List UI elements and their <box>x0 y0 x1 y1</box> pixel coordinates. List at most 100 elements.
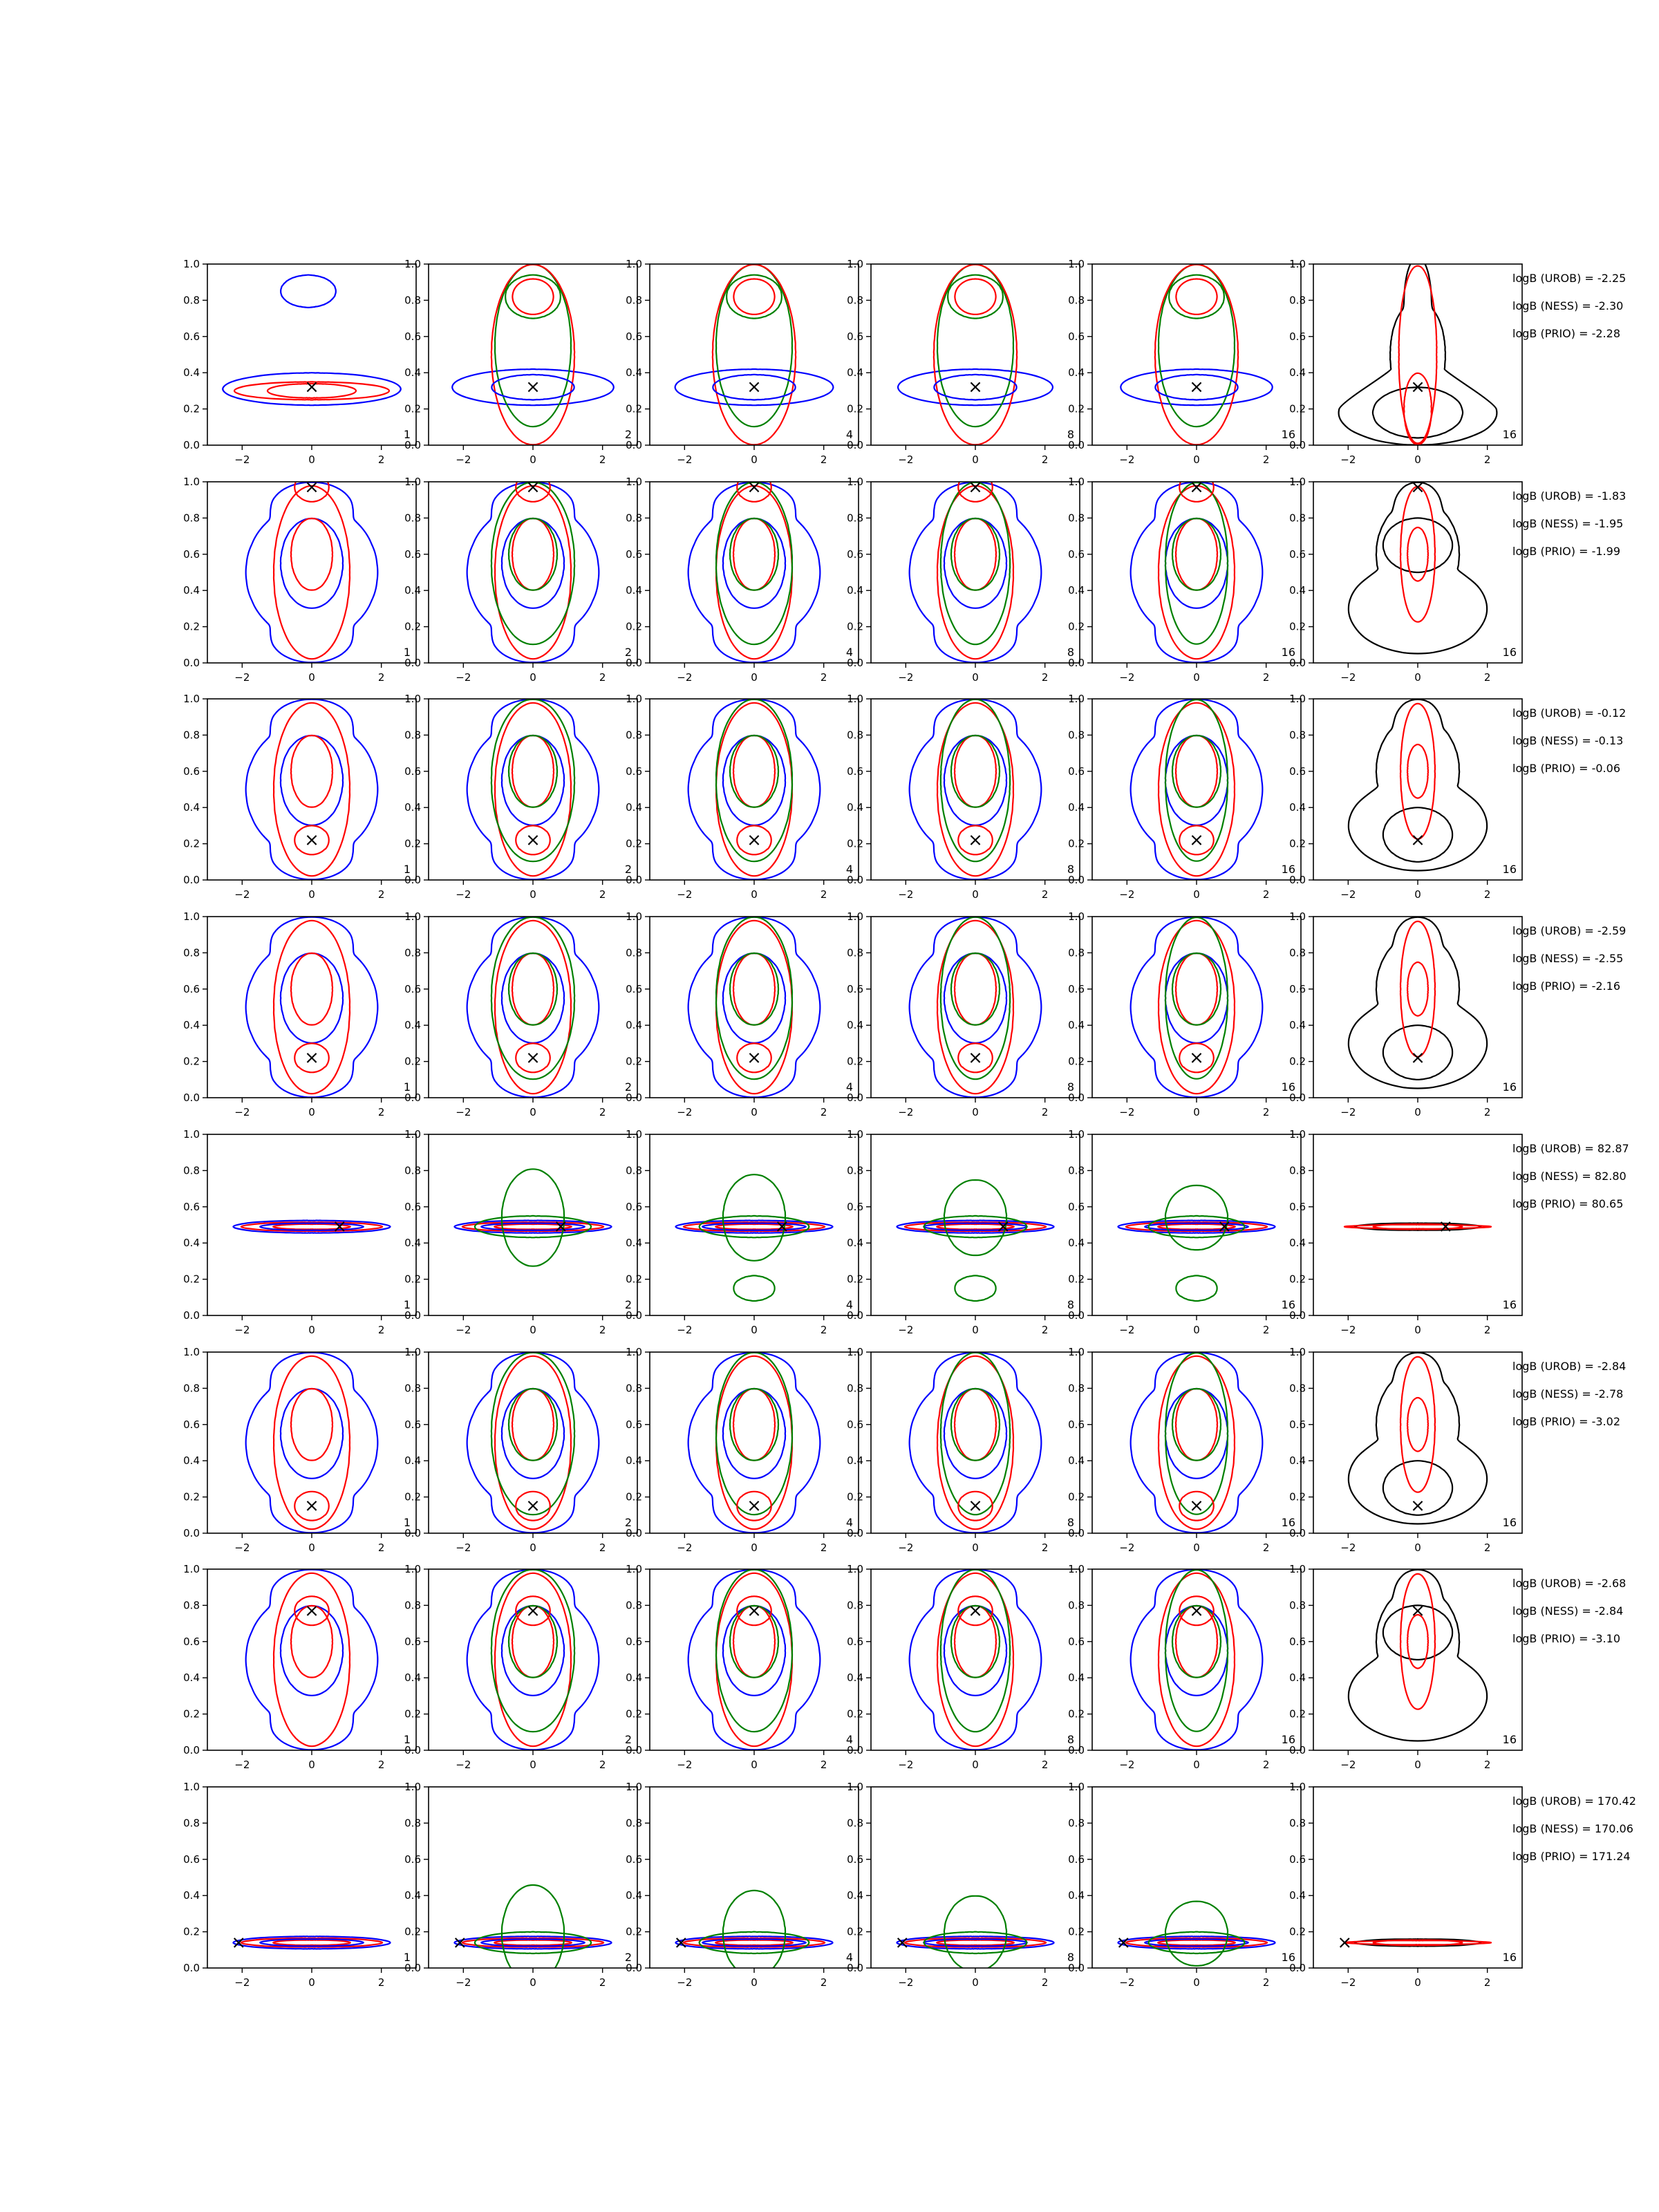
y-tick-label: 0.0 <box>183 1962 200 1974</box>
contour-urob <box>280 274 337 309</box>
y-tick-label: 0.0 <box>1068 1309 1085 1322</box>
panel-row-7: ×−2 0 20.00.20.40.60.81.01×−2 0 20.00.20.40.… <box>183 1563 1626 1771</box>
contour-ness <box>1164 1352 1229 1515</box>
contour-prio <box>461 1937 605 1948</box>
x-tick-label: −2 <box>1119 671 1134 684</box>
y-tick-label: 0.0 <box>1289 1091 1306 1104</box>
contour-ness <box>729 952 780 1026</box>
x-tick-label: 0 <box>1414 453 1421 466</box>
y-tick-label: 0.6 <box>847 983 863 995</box>
contour-ness <box>505 274 561 319</box>
contours <box>1347 917 1488 1089</box>
y-tick-label: 0.6 <box>404 1201 421 1213</box>
y-tick-label: 1.0 <box>404 1781 421 1793</box>
y-tick-label: 1.0 <box>626 1563 642 1575</box>
logb-prio: logB (PRIO) = 80.65 <box>1512 1197 1623 1210</box>
contour-ness <box>1164 917 1229 1080</box>
x-tick-label: 2 <box>1042 1759 1049 1771</box>
contours <box>1117 1900 1276 1967</box>
contour-single <box>1338 264 1498 445</box>
x-tick-label: 0 <box>751 1324 758 1336</box>
contour-prio <box>290 734 334 808</box>
panel-r6-c5: × −2 0 2 0.0 0.2 0.4 0.6 0.8 1.0 16 <box>1068 1346 1302 1554</box>
x-tick-label: 0 <box>308 671 315 684</box>
truth-marker: × <box>1217 1217 1232 1237</box>
panel-label: 2 <box>625 863 632 876</box>
contour-urob <box>1130 917 1264 1098</box>
contour-urob <box>279 952 344 1044</box>
contour-prio <box>715 1572 794 1747</box>
logb-urob: logB (UROB) = -0.12 <box>1512 706 1626 720</box>
contour-ness <box>729 734 780 808</box>
y-tick-label: 0.8 <box>626 512 642 524</box>
logb-ness: logB (NESS) = -2.78 <box>1512 1387 1623 1400</box>
truth-marker: × <box>1410 830 1425 850</box>
contour-single <box>1382 517 1454 574</box>
contour-ness <box>715 1352 794 1516</box>
panel-r5-c1: × −2 0 2 0.0 0.2 0.4 0.6 0.8 1.0 1 <box>183 1128 417 1336</box>
contours <box>451 264 615 445</box>
axes-frame <box>649 263 859 446</box>
contour-single <box>1382 807 1454 863</box>
y-tick-label: 0.8 <box>1289 946 1306 959</box>
contour-urob <box>675 1936 834 1950</box>
panel-label: 2 <box>625 1298 632 1311</box>
contours <box>222 274 402 406</box>
contour-prio <box>272 1223 351 1230</box>
y-tick-label: 0.6 <box>183 330 200 343</box>
contour-prio <box>494 919 572 1095</box>
contours <box>1130 1352 1264 1533</box>
x-tick-label: 0 <box>972 453 979 466</box>
y-tick-label: 0.6 <box>183 1635 200 1648</box>
y-tick-label: 0.4 <box>1068 366 1085 379</box>
x-tick-label: −2 <box>898 1106 913 1118</box>
contour-prio <box>715 1939 794 1947</box>
truth-marker: × <box>1189 377 1204 397</box>
contour-prio <box>511 1604 555 1678</box>
y-tick-label: 1.0 <box>404 1563 421 1575</box>
contour-prio <box>515 1042 551 1074</box>
y-tick-label: 0.2 <box>1068 1926 1085 1938</box>
panel-label: 8 <box>1067 646 1074 659</box>
contour-ness <box>1171 1604 1222 1678</box>
x-tick-label: 0 <box>751 1106 758 1118</box>
truth-marker: × <box>968 377 983 397</box>
x-tick-label: −2 <box>1119 1759 1134 1771</box>
contour-single <box>1382 1024 1454 1080</box>
axes-frame <box>207 263 417 446</box>
y-tick-label: 0.0 <box>626 1091 642 1104</box>
x-tick-label: −2 <box>1119 1324 1134 1336</box>
contour-ness <box>490 917 576 1080</box>
x-tick-label: 2 <box>378 453 385 466</box>
x-tick-label: 0 <box>529 1324 536 1336</box>
contours <box>1347 1352 1488 1525</box>
y-tick-label: 0.4 <box>183 1671 200 1684</box>
contour-prio <box>936 1939 1015 1947</box>
y-tick-label: 0.8 <box>847 294 863 306</box>
panel-r5-c2: × −2 0 2 0.0 0.2 0.4 0.6 0.8 1.0 2 <box>404 1128 638 1336</box>
contour-prio <box>1157 485 1236 660</box>
x-tick-label: 2 <box>1484 1759 1491 1771</box>
y-tick-label: 0.2 <box>183 1273 200 1286</box>
contour-ness <box>943 1895 1008 1968</box>
panel-r6-c1: × −2 0 2 0.0 0.2 0.4 0.6 0.8 1.0 1 <box>183 1346 417 1554</box>
logb-prio: logB (PRIO) = -2.28 <box>1512 327 1620 340</box>
y-tick-label: 0.6 <box>1068 1201 1085 1213</box>
y-tick-label: 0.8 <box>1289 1817 1306 1829</box>
y-tick-label: 1.0 <box>626 910 642 923</box>
contour-urob <box>943 952 1008 1044</box>
y-tick-label: 1.0 <box>1289 1346 1306 1358</box>
y-tick-label: 0.6 <box>404 983 421 995</box>
y-tick-label: 0.8 <box>404 1599 421 1611</box>
panel-r2-c5: × −2 0 2 0.0 0.2 0.4 0.6 0.8 1.0 16 <box>1068 476 1302 684</box>
y-tick-label: 0.8 <box>626 294 642 306</box>
contour-prio <box>272 485 351 660</box>
truth-marker: × <box>525 477 541 498</box>
y-tick-label: 0.6 <box>183 983 200 995</box>
truth-marker: × <box>332 1217 347 1237</box>
panel-r4-c4: × −2 0 2 0.0 0.2 0.4 0.6 0.8 1.0 8 <box>847 910 1080 1118</box>
y-tick-label: 0.4 <box>404 1889 421 1902</box>
contour-ness <box>1157 264 1236 428</box>
panel-label: 4 <box>846 863 853 876</box>
panel-r6-c4: × −2 0 2 0.0 0.2 0.4 0.6 0.8 1.0 8 <box>847 1346 1080 1554</box>
